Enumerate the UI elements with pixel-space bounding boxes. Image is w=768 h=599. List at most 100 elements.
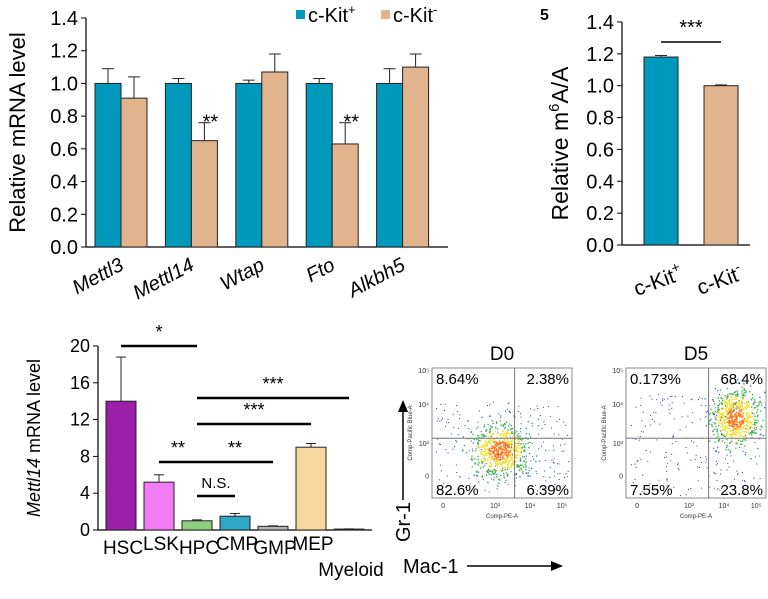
- event-dot: [474, 450, 477, 452]
- event-dot: [744, 435, 746, 438]
- event-dot: [507, 462, 509, 464]
- axis-parameter-x: Comp-PE-A: [680, 514, 712, 520]
- event-dot: [736, 415, 738, 417]
- bar-c-Kit+-Mettl3: [94, 82, 122, 248]
- event-dot: [507, 445, 509, 447]
- event-dot: [509, 444, 511, 447]
- event-dot: [741, 421, 744, 423]
- event-dot: [497, 451, 500, 453]
- event-dot: [497, 449, 499, 452]
- event-dot: [749, 425, 752, 427]
- event-dot: [520, 439, 523, 441]
- event-dot: [650, 424, 652, 426]
- event-dot: [484, 452, 487, 454]
- event-dot: [730, 405, 732, 408]
- event-dot: [515, 450, 518, 453]
- event-dot: [518, 466, 520, 468]
- event-dot: [730, 396, 732, 398]
- event-dot: [538, 433, 540, 435]
- event-dot: [504, 442, 506, 444]
- event-dot: [747, 416, 750, 419]
- event-dot: [744, 453, 746, 456]
- event-dot: [727, 424, 729, 427]
- event-dot: [487, 436, 490, 438]
- event-dot: [726, 432, 728, 434]
- event-dot: [742, 407, 744, 410]
- event-dot: [733, 391, 736, 394]
- event-dot: [728, 466, 730, 468]
- event-dot: [745, 418, 748, 420]
- event-dot: [496, 433, 499, 435]
- event-dot: [519, 454, 521, 457]
- event-dot: [751, 431, 754, 434]
- event-dot: [729, 441, 732, 444]
- event-dot: [515, 430, 518, 432]
- event-dot: [495, 460, 497, 463]
- event-dot: [531, 442, 533, 444]
- event-dot: [510, 445, 513, 447]
- x-tick-label: GMP: [253, 538, 296, 559]
- event-dot: [743, 431, 746, 433]
- legend-swatch: [381, 10, 390, 19]
- event-dot: [736, 470, 738, 472]
- event-dot: [502, 448, 504, 451]
- event-dot: [713, 400, 715, 402]
- event-dot: [746, 414, 748, 416]
- event-dot: [518, 410, 520, 412]
- event-dot: [673, 418, 675, 420]
- event-dot: [551, 427, 553, 429]
- quadrant-top-right: 2.38%: [526, 371, 569, 388]
- event-dot: [552, 461, 554, 463]
- event-dot: [710, 408, 712, 410]
- event-dot: [727, 396, 729, 398]
- event-dot: [487, 441, 489, 443]
- event-dot: [671, 443, 673, 445]
- event-dot: [733, 431, 735, 433]
- event-dot: [730, 455, 732, 457]
- x-tick-label: Fto: [303, 254, 339, 287]
- event-dot: [561, 450, 563, 452]
- event-dot: [760, 402, 762, 404]
- event-dot: [738, 434, 741, 436]
- event-dot: [737, 472, 739, 474]
- event-dot: [740, 440, 742, 442]
- event-dot: [517, 446, 519, 449]
- event-dot: [493, 448, 496, 450]
- event-dot: [471, 455, 473, 457]
- event-dot: [472, 433, 474, 436]
- event-dot: [489, 453, 491, 455]
- event-dot: [484, 489, 486, 491]
- event-dot: [738, 426, 741, 428]
- event-dot: [493, 452, 495, 454]
- y-tick-label: 1.4: [50, 8, 78, 30]
- event-dot: [492, 472, 494, 475]
- event-dot: [499, 479, 501, 481]
- significance-label: **: [171, 438, 185, 458]
- event-dot: [728, 403, 731, 405]
- significance-label: **: [203, 112, 219, 134]
- bar-HPC: [181, 520, 213, 531]
- event-dot: [734, 430, 737, 433]
- event-dot: [508, 446, 511, 449]
- event-dot: [739, 434, 742, 436]
- event-dot: [517, 445, 520, 448]
- event-dot: [739, 432, 741, 434]
- event-dot: [640, 430, 642, 432]
- event-dot: [738, 422, 741, 425]
- event-dot: [742, 471, 744, 473]
- event-dot: [516, 454, 519, 456]
- event-dot: [650, 451, 652, 453]
- event-dot: [491, 420, 493, 422]
- event-dot: [515, 477, 517, 479]
- event-dot: [666, 485, 668, 487]
- event-dot: [710, 418, 712, 420]
- significance-label: N.S.: [201, 475, 230, 492]
- event-dot: [746, 412, 749, 414]
- event-dot: [490, 465, 493, 467]
- event-dot: [510, 412, 512, 414]
- event-dot: [734, 402, 736, 404]
- event-dot: [477, 435, 480, 437]
- event-dot: [753, 403, 755, 405]
- event-dot: [481, 462, 484, 465]
- event-dot: [724, 424, 727, 427]
